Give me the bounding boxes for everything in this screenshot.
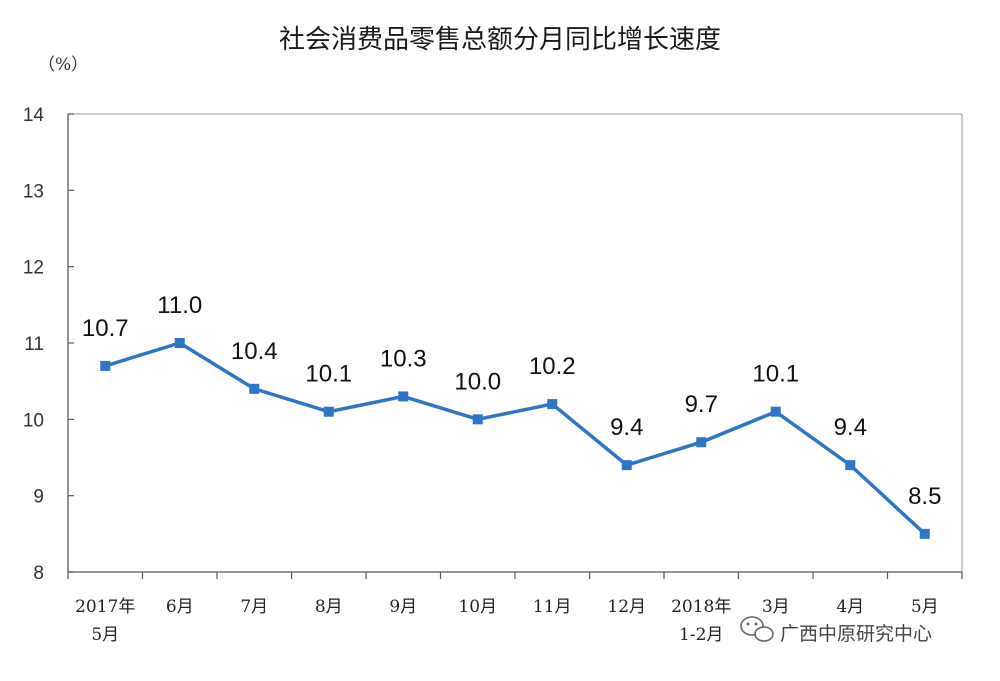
data-point bbox=[696, 437, 707, 448]
x-tick-label: 7月 bbox=[240, 597, 268, 617]
watermark: 广西中原研究中心 bbox=[740, 616, 932, 645]
x-tick-label: 1-2月 bbox=[679, 625, 723, 645]
data-label: 11.0 bbox=[157, 292, 202, 319]
data-label: 10.1 bbox=[305, 361, 352, 388]
series-markers bbox=[100, 338, 930, 539]
data-point bbox=[770, 406, 781, 417]
wechat-icon bbox=[740, 616, 774, 642]
data-label: 9.7 bbox=[685, 391, 718, 418]
data-label: 9.4 bbox=[834, 414, 867, 441]
data-label: 8.5 bbox=[908, 483, 941, 510]
x-tick-label: 8月 bbox=[315, 597, 343, 617]
y-tick-label: 13 bbox=[23, 181, 44, 202]
plot-area bbox=[67, 113, 963, 573]
x-tick-label: 11月 bbox=[533, 597, 572, 617]
chart-title: 社会消费品零售总额分月同比增长速度 bbox=[279, 25, 721, 55]
y-tick-label: 12 bbox=[23, 258, 44, 279]
x-tick-label: 10月 bbox=[458, 597, 497, 617]
data-point bbox=[472, 414, 483, 425]
data-label: 10.7 bbox=[82, 315, 129, 342]
x-tick-label: 3月 bbox=[762, 597, 790, 617]
x-tick-label: 5月 bbox=[91, 625, 119, 645]
data-point bbox=[547, 399, 558, 410]
y-tick-label: 10 bbox=[23, 410, 44, 431]
y-tick-label: 14 bbox=[23, 105, 45, 126]
data-label: 10.1 bbox=[752, 361, 799, 388]
data-point bbox=[919, 528, 930, 539]
y-tick-label: 9 bbox=[33, 487, 44, 508]
data-label: 9.4 bbox=[610, 414, 643, 441]
series-line-path bbox=[104, 341, 926, 536]
x-tick-label: 12月 bbox=[607, 597, 646, 617]
data-labels: 10.7 11.0 10.4 10.1 10.3 10.0 10.2 9.4 9.7 10.1 9.… bbox=[82, 292, 942, 510]
x-tick-label: 6月 bbox=[166, 597, 194, 617]
x-tick-label: 2017年 bbox=[75, 597, 135, 617]
y-axis: 8 9 10 11 12 13 14 bbox=[23, 105, 74, 584]
data-point bbox=[249, 383, 260, 394]
x-tick-label: 4月 bbox=[836, 597, 864, 617]
data-label: 10.4 bbox=[231, 338, 278, 365]
data-label: 10.2 bbox=[529, 353, 576, 380]
x-axis: 2017年 5月 6月 7月 8月 9月 10月 11月 12月 2018年 1-2月 3月 4月 5月 bbox=[67, 572, 963, 645]
data-point bbox=[323, 406, 334, 417]
x-tick-label: 2018年 bbox=[671, 597, 731, 617]
series-line bbox=[104, 341, 926, 536]
data-point bbox=[845, 460, 856, 471]
data-label: 10.0 bbox=[454, 368, 501, 395]
data-point bbox=[621, 460, 632, 471]
data-point bbox=[398, 391, 409, 402]
data-label: 10.3 bbox=[380, 345, 427, 372]
data-point bbox=[100, 360, 111, 371]
y-tick-label: 11 bbox=[24, 334, 44, 355]
data-point bbox=[174, 338, 185, 348]
y-axis-unit-label: （%） bbox=[38, 55, 88, 75]
x-tick-label: 5月 bbox=[911, 597, 939, 617]
x-tick-label: 9月 bbox=[389, 597, 417, 617]
watermark-text: 广西中原研究中心 bbox=[780, 623, 932, 645]
y-tick-label: 8 bbox=[33, 563, 44, 584]
